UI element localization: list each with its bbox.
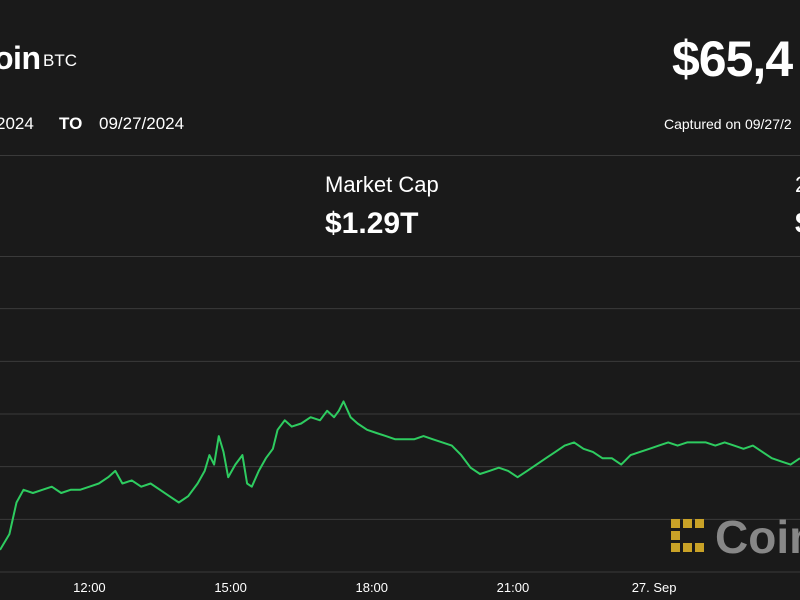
chart-x-axis: 12:00 15:00 18:00 21:00 27. Sep	[73, 580, 676, 595]
captured-timestamp: Captured on 09/27/2	[664, 116, 792, 132]
divider-stats	[0, 256, 800, 257]
x-tick-label: 15:00	[214, 580, 247, 595]
stat-edge-value: $	[795, 207, 800, 241]
x-tick-label: 18:00	[355, 580, 388, 595]
range-from-date: 2024	[0, 114, 34, 133]
market-cap-label: Market Cap	[325, 172, 439, 197]
price-line-series-0	[0, 400, 800, 551]
watermark-text: Coin	[715, 511, 800, 563]
x-tick-label: 21:00	[497, 580, 530, 595]
range-to-label: TO	[59, 114, 83, 133]
coindesk-logo-icon	[671, 519, 704, 552]
range-to-date: 09/27/2024	[99, 114, 185, 133]
stat-edge-label: 2	[795, 172, 800, 198]
chart-grid	[0, 308, 800, 573]
asset-name: oin	[0, 40, 41, 76]
x-tick-label: 27. Sep	[632, 580, 677, 595]
x-tick-label: 12:00	[73, 580, 106, 595]
chart-line-layer	[0, 400, 800, 551]
market-cap-value: $1.29T	[325, 207, 419, 240]
current-price: $65,4	[672, 31, 793, 87]
asset-ticker: BTC	[43, 51, 77, 70]
divider-top	[0, 155, 800, 156]
